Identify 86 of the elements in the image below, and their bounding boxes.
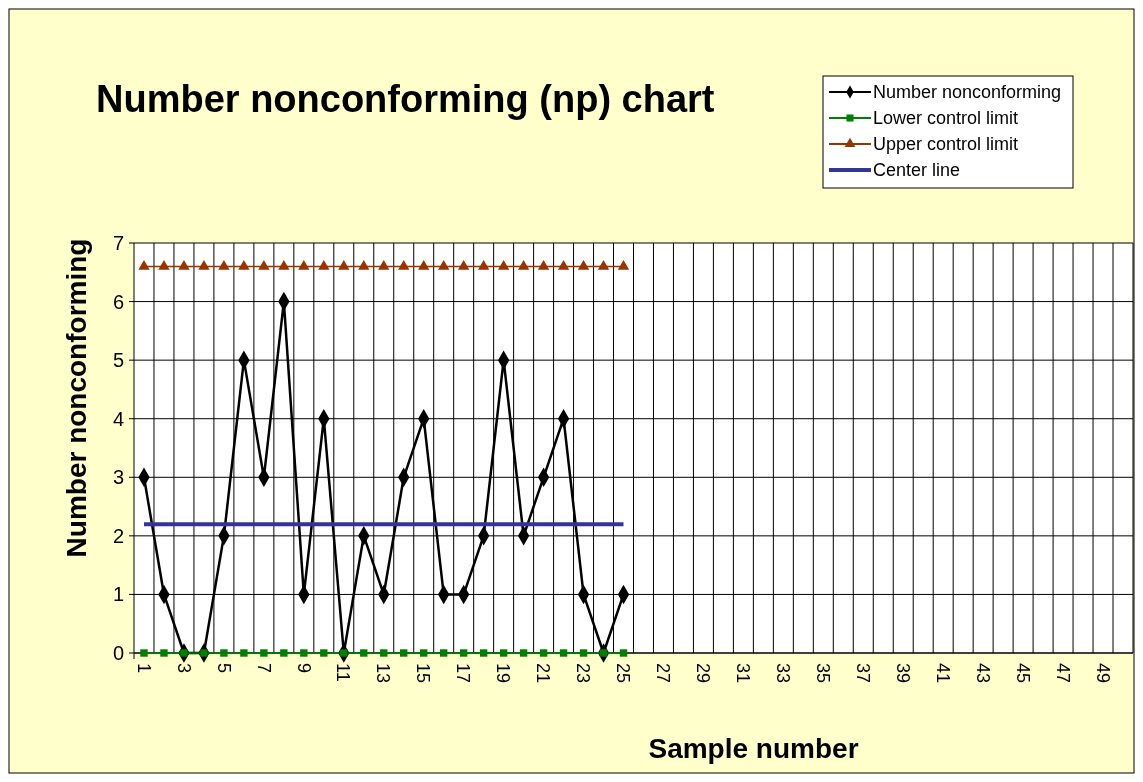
point <box>258 259 270 270</box>
point <box>439 649 448 657</box>
point <box>398 259 410 270</box>
y-axis-title: Number nonconforming <box>61 238 92 558</box>
point <box>260 649 268 657</box>
point <box>298 259 310 270</box>
x-tick-label: 7 <box>253 663 274 674</box>
x-tick-label: 33 <box>773 663 794 684</box>
point <box>278 259 290 270</box>
point <box>198 259 210 270</box>
point <box>478 259 490 270</box>
point <box>499 649 508 657</box>
x-tick-label: 5 <box>213 663 234 674</box>
legend-label: Lower control limit <box>873 108 1019 129</box>
x-tick-label: 45 <box>1012 663 1033 684</box>
x-tick-label: 39 <box>892 663 913 684</box>
point <box>218 259 230 270</box>
y-tick-label: 4 <box>112 407 124 430</box>
point <box>338 259 350 270</box>
x-tick-label: 47 <box>1052 663 1073 684</box>
point <box>597 259 610 270</box>
point <box>617 259 630 270</box>
point <box>519 649 528 657</box>
point <box>438 259 450 270</box>
x-tick-label: 31 <box>733 663 754 684</box>
y-tick-label: 0 <box>112 642 124 664</box>
point <box>579 649 588 657</box>
x-tick-label: 35 <box>813 663 834 684</box>
x-tick-label: 13 <box>373 663 394 684</box>
x-axis-title: Sample number <box>648 733 859 764</box>
legend-label: Center line <box>873 160 961 181</box>
point <box>160 649 168 657</box>
point <box>378 259 390 270</box>
point <box>300 649 308 657</box>
y-tick-label: 6 <box>112 290 124 313</box>
x-tick-label: 41 <box>932 663 953 684</box>
point <box>420 649 428 657</box>
point <box>178 259 190 270</box>
point <box>240 649 248 657</box>
chart-title: Number nonconforming (np) chart <box>96 78 715 120</box>
x-tick-label: 15 <box>413 663 434 684</box>
x-tick-label: 43 <box>972 663 993 684</box>
x-tick-label: 17 <box>453 663 474 684</box>
point <box>537 259 550 270</box>
point <box>140 649 148 657</box>
point <box>418 259 430 270</box>
point <box>320 649 328 657</box>
point <box>280 649 288 657</box>
y-tick-label: 1 <box>112 583 124 606</box>
point <box>517 259 530 270</box>
point <box>138 259 150 270</box>
x-tick-label: 27 <box>653 663 674 684</box>
x-tick-label: 25 <box>613 663 634 684</box>
point <box>557 259 570 270</box>
point <box>400 649 408 657</box>
legend-label: Upper control limit <box>873 134 1019 155</box>
point <box>459 649 468 657</box>
x-tick-label: 19 <box>493 663 514 684</box>
point <box>158 259 170 270</box>
point <box>220 649 228 657</box>
point <box>458 259 470 270</box>
point <box>539 649 548 657</box>
x-tick-label: 9 <box>293 663 314 674</box>
x-tick-label: 11 <box>333 663 354 682</box>
y-tick-label: 3 <box>112 466 124 489</box>
x-tick-label: 1 <box>133 663 154 674</box>
point <box>358 259 370 270</box>
point <box>318 259 330 270</box>
point <box>498 259 510 270</box>
x-tick-label: 3 <box>173 663 194 674</box>
x-tick-label: 37 <box>852 663 873 684</box>
legend-label: Number nonconforming <box>873 82 1062 103</box>
point <box>360 649 368 657</box>
x-tick-label: 23 <box>573 663 594 684</box>
point <box>619 649 628 657</box>
y-tick-label: 5 <box>112 349 124 372</box>
point <box>380 649 388 657</box>
point <box>479 649 488 657</box>
point <box>238 259 250 270</box>
point <box>559 649 568 657</box>
y-tick-label: 7 <box>112 232 124 254</box>
x-tick-label: 21 <box>533 663 554 684</box>
point <box>577 259 590 270</box>
x-tick-label: 29 <box>693 663 714 684</box>
y-tick-label: 2 <box>112 524 124 547</box>
x-tick-label: 49 <box>1092 663 1113 684</box>
